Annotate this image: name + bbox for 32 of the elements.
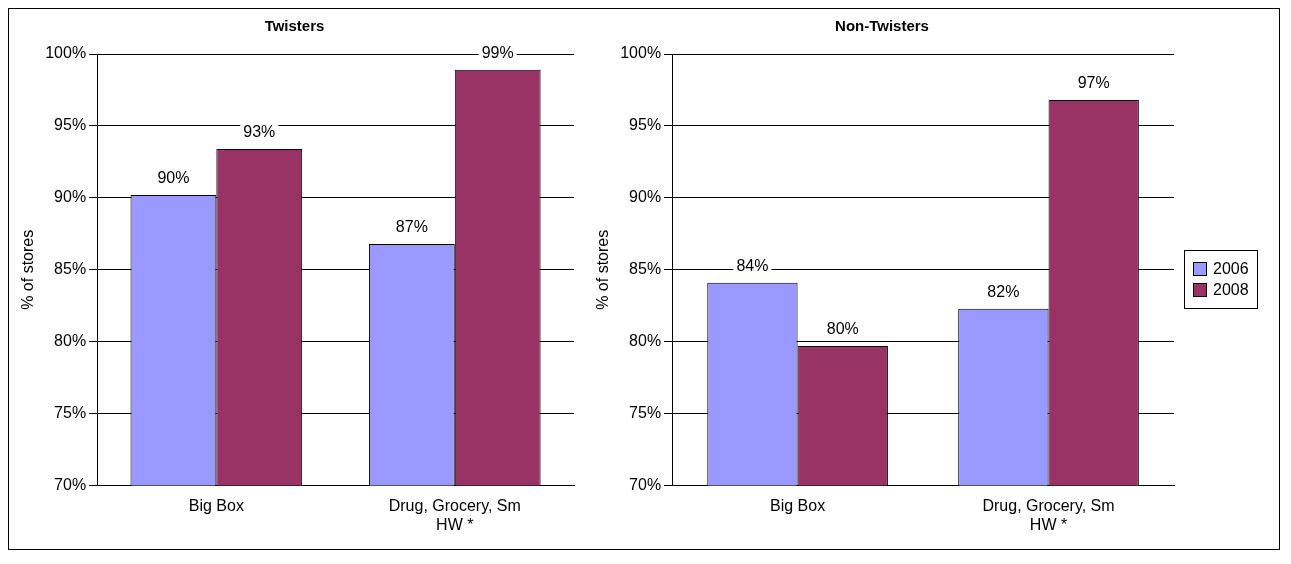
data-label: 80% <box>826 320 859 338</box>
x-tick-label: Big Box <box>770 496 826 514</box>
y-tick-label: 80% <box>629 332 662 350</box>
y-axis-title: % of stores <box>19 229 37 310</box>
y-tick-label: 85% <box>629 260 662 278</box>
y-tick-label: 70% <box>54 476 87 494</box>
y-axis-title: % of stores <box>594 229 612 310</box>
legend-label: 2008 <box>1213 280 1249 299</box>
y-tick-label: 90% <box>629 188 662 206</box>
data-label: 90% <box>157 169 190 187</box>
y-tick-label: 95% <box>629 116 662 134</box>
legend-label: 2006 <box>1213 259 1249 278</box>
y-tick-label: 90% <box>54 188 87 206</box>
data-label: 84% <box>736 257 769 275</box>
chart-title: Twisters <box>264 17 325 35</box>
y-tick-label: 80% <box>54 332 87 350</box>
data-label: 93% <box>243 123 276 141</box>
data-label: 87% <box>395 218 428 236</box>
x-tick-label: Drug, Grocery, Sm HW * <box>982 496 1115 533</box>
x-tick-label: Drug, Grocery, Sm HW * <box>388 496 521 533</box>
data-label: 99% <box>481 44 514 62</box>
y-tick-label: 100% <box>620 44 662 62</box>
y-tick-label: 95% <box>54 116 87 134</box>
y-tick-label: 75% <box>54 404 87 422</box>
data-label: 97% <box>1077 74 1110 92</box>
y-tick-label: 85% <box>54 260 87 278</box>
data-label: 82% <box>987 283 1020 301</box>
y-tick-label: 75% <box>629 404 662 422</box>
y-tick-label: 70% <box>629 476 662 494</box>
x-tick-label: Big Box <box>188 496 244 514</box>
chart-title: Non-Twisters <box>835 17 929 35</box>
y-tick-label: 100% <box>45 44 87 62</box>
